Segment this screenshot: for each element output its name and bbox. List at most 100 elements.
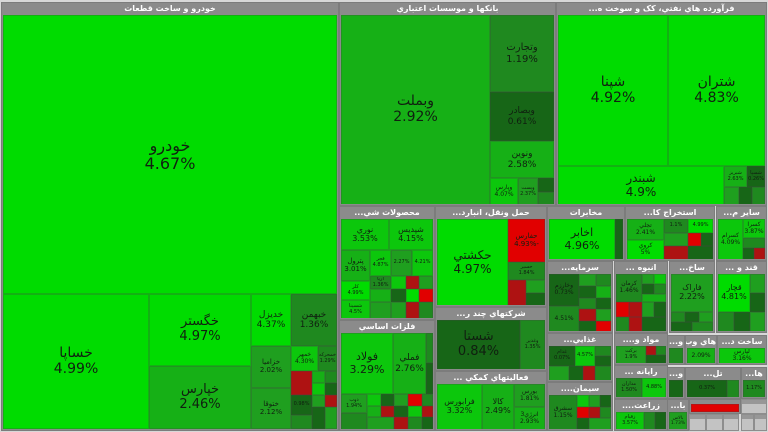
tile-small[interactable] [589, 418, 611, 429]
tile-small[interactable] [579, 321, 596, 331]
tile-small[interactable] [664, 233, 688, 246]
tile-وخارزم[interactable]: وخارزم 0.73% [549, 274, 579, 306]
tile-small[interactable] [312, 371, 325, 383]
tile-small[interactable] [642, 302, 654, 317]
tile-نوري[interactable]: نوري 3.53% [341, 219, 389, 250]
tile-small[interactable] [750, 274, 765, 293]
tile-small[interactable] [688, 246, 713, 259]
tile-فولاد[interactable]: فولاد 3.29% [341, 333, 393, 394]
tile-کرمان[interactable]: کرمان 1.46% [616, 274, 642, 302]
tile-شسپا[interactable]: شسپا 0.26% [747, 166, 765, 187]
tile-4.88%[interactable]: 4.88% [642, 378, 666, 397]
tile-قچار[interactable]: قچار 4.81% [718, 274, 750, 312]
tile-small[interactable] [743, 238, 765, 248]
tile-small[interactable] [422, 394, 433, 406]
tile-small[interactable] [325, 371, 337, 383]
tile-small[interactable] [734, 312, 750, 331]
tile-small[interactable] [616, 317, 629, 331]
tile-small[interactable] [669, 380, 683, 397]
tile-small[interactable] [595, 346, 611, 356]
tile-small[interactable] [538, 178, 554, 192]
tile-small[interactable] [508, 280, 526, 305]
tile-small[interactable] [583, 366, 595, 380]
tile-small[interactable] [596, 286, 611, 298]
tile-حسير[interactable]: حسير 1.84% [508, 262, 545, 280]
tile-کروي[interactable]: کروي 5% [627, 240, 664, 259]
tile-small[interactable] [656, 346, 666, 355]
tile-small[interactable] [642, 274, 654, 284]
tile-small[interactable] [724, 187, 739, 204]
tile-small[interactable] [579, 309, 596, 321]
tile-ذوب[interactable]: ذوب 1.94% [341, 394, 367, 413]
tile-small[interactable] [644, 412, 655, 429]
tile-small[interactable] [381, 406, 394, 417]
tile-خمهر[interactable]: خمهر 4.30% [291, 346, 318, 371]
tile-small[interactable] [664, 246, 688, 259]
tile-فملي[interactable]: فملي 2.76% [393, 333, 426, 394]
tile-شتران[interactable]: شتران 4.83% [668, 15, 765, 166]
tile-خبهمن[interactable]: خبهمن 1.36% [291, 294, 337, 346]
tile-small[interactable] [408, 406, 422, 417]
tile-انرژي3[interactable]: انرژي3 2.93% [514, 407, 545, 429]
tile-small[interactable] [642, 294, 666, 302]
tile-small[interactable] [688, 233, 701, 246]
tile-small[interactable] [370, 289, 391, 302]
tile-small[interactable] [654, 274, 666, 284]
tile-وپست[interactable]: وپست 2.37% [518, 178, 538, 204]
tile-small[interactable] [291, 371, 312, 395]
tile-small[interactable] [381, 394, 394, 406]
tile-کسرا[interactable]: کسرا 3.87% [743, 219, 765, 238]
tile-4.99%[interactable]: 4.99% [688, 219, 713, 233]
tile-small[interactable] [422, 406, 433, 417]
tile-small[interactable] [569, 366, 583, 380]
tile-small[interactable] [754, 248, 765, 259]
tile-آريا[interactable]: آريا 1.36% [370, 276, 391, 289]
tile-فاراک[interactable]: فاراک 2.22% [671, 274, 713, 312]
tile-small[interactable] [391, 302, 406, 318]
tile-سشرق[interactable]: سشرق 1.15% [549, 395, 577, 429]
tile-لپارس[interactable]: لپارس 3.16% [719, 348, 765, 363]
tile-small[interactable] [589, 407, 600, 418]
tile-2.09%[interactable]: 2.09% [687, 348, 715, 363]
tile-شبريز[interactable]: شبريز 2.63% [724, 166, 747, 187]
tile-small[interactable] [367, 406, 381, 417]
tile-small[interactable] [312, 395, 325, 407]
tile-2.27%[interactable]: 2.27% [391, 250, 412, 276]
tile-small[interactable] [615, 219, 623, 259]
tile-4.57%[interactable]: 4.57% [575, 346, 595, 366]
tile-small[interactable] [538, 192, 554, 204]
tile-تجلي[interactable]: تجلي 2.41% [627, 219, 664, 240]
tile-small[interactable] [367, 417, 394, 429]
tile-1.1%[interactable]: 1.1% [664, 219, 688, 233]
tile-small[interactable] [579, 274, 596, 286]
tile-شبندر[interactable]: شبندر 4.9% [558, 166, 724, 204]
tile-خزاميا[interactable]: خزاميا 2.02% [251, 346, 291, 388]
tile-small[interactable] [419, 289, 433, 302]
tile-small[interactable] [669, 348, 683, 363]
tile-small[interactable] [391, 289, 406, 302]
tile-4.21%[interactable]: 4.21% [412, 250, 433, 276]
tile-زقيام[interactable]: زقيام 3.57% [616, 412, 644, 429]
tile-وتجارت[interactable]: وتجارت 1.19% [490, 15, 554, 92]
tile-4.51%[interactable]: 4.51% [549, 306, 579, 331]
tile-small[interactable] [718, 312, 734, 331]
tile-small[interactable] [596, 274, 611, 286]
tile-1.17%[interactable]: 1.17% [743, 380, 765, 397]
tile-مداران[interactable]: مداران 1.50% [616, 378, 642, 397]
tile-small[interactable] [408, 394, 422, 406]
tile-small[interactable] [291, 415, 312, 429]
tile-small[interactable] [646, 355, 666, 363]
tile-small[interactable] [325, 395, 337, 407]
tile-پترول[interactable]: پترول 3.01% [341, 250, 370, 281]
tile-شپديس[interactable]: شپديس 4.15% [389, 219, 433, 250]
tile-small[interactable] [577, 407, 589, 418]
tile-small[interactable] [341, 413, 367, 429]
tile-بالاس[interactable]: بالاس 1.73% [669, 412, 687, 429]
tile-small[interactable] [394, 394, 408, 406]
tile-small[interactable] [616, 302, 629, 317]
tile-small[interactable] [589, 395, 600, 407]
tile-small[interactable] [579, 286, 596, 298]
tile-وغدير[interactable]: وغدير 1.35% [520, 320, 545, 369]
tile-خديزل[interactable]: خديزل 4.37% [251, 294, 291, 346]
tile-وبملت[interactable]: وبملت 2.92% [341, 15, 490, 204]
